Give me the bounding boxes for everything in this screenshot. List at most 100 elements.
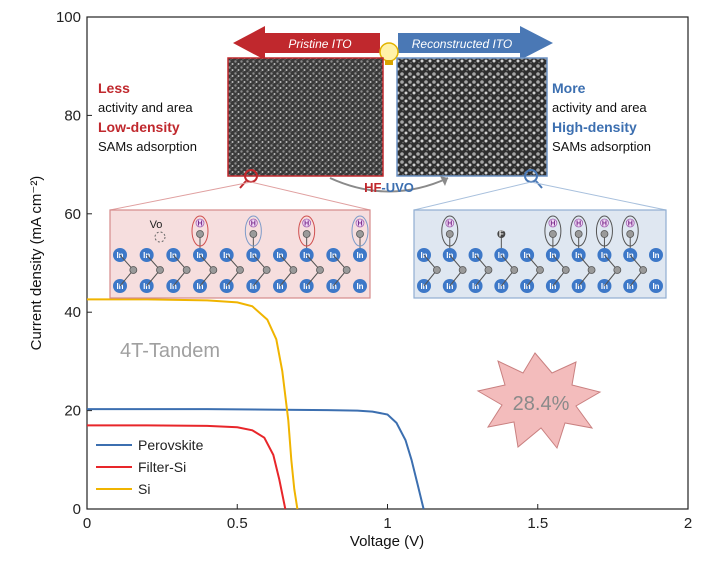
o-atom: [445, 230, 454, 238]
o-atom: [196, 230, 204, 238]
in-atom-label: In: [356, 282, 363, 291]
h-atom: [548, 218, 558, 228]
h-atom: [302, 218, 312, 228]
o-atom: [302, 230, 311, 238]
right-sams-label: SAMs adsorption: [552, 139, 651, 154]
legend-label-perovskite: Perovskite: [138, 437, 204, 453]
in-atom-label: In: [223, 282, 230, 291]
efficiency-label: 28.4%: [513, 393, 570, 415]
y-tick-label: 40: [64, 304, 81, 321]
h-atom-label: H: [197, 221, 202, 228]
o-atom: [432, 266, 441, 274]
vacancy-label: Vo: [150, 219, 163, 231]
in-atom-label: In: [472, 282, 479, 291]
o-atom: [236, 266, 244, 274]
h-atom-label: H: [550, 221, 555, 228]
x-tick-label: 0.5: [227, 515, 248, 532]
ito-inset: Pristine ITO Reconstructed ITO HF-: [98, 26, 667, 299]
o-atom: [613, 266, 622, 274]
o-atom: [249, 230, 258, 238]
o-atom: [484, 266, 493, 274]
zoom-line-right-a: [413, 181, 532, 211]
hydroxyl-ring: [544, 215, 562, 247]
hf-uvo-label: HF-UVO: [364, 180, 414, 195]
h-atom: [248, 218, 258, 228]
o-atom: [626, 230, 635, 238]
pristine-arrow: [233, 26, 380, 60]
hydroxyl-ring: [351, 215, 369, 247]
h-atom-label: H: [602, 221, 607, 228]
h-atom-label: H: [447, 221, 452, 228]
in-atom-label: In: [420, 282, 427, 291]
x-tick-label: 0: [83, 515, 91, 532]
o-atom: [316, 266, 324, 274]
o-atom: [209, 266, 218, 274]
o-atom: [510, 266, 519, 274]
x-tick-label: 2: [684, 515, 692, 532]
y-axis-title: Current density (mA cm⁻²): [28, 176, 45, 351]
o-atom: [262, 266, 271, 274]
hf-uvo-arrowhead: [440, 176, 448, 186]
right-density-label: High-density: [552, 119, 637, 135]
series-line-si: [87, 298, 299, 510]
h-atom-label: H: [628, 221, 633, 228]
h-atom-label: H: [304, 221, 309, 228]
in-atom: [649, 279, 663, 293]
f-atom-label: F: [499, 230, 504, 239]
in-atom-label: In: [524, 282, 531, 291]
h-atom-label: H: [251, 221, 256, 228]
legend: Perovskite Filter-Si Si: [96, 437, 204, 497]
in-atom-label: In: [446, 282, 453, 291]
in-atom-label: In: [116, 282, 123, 291]
in-atom-label: In: [196, 282, 203, 291]
pristine-lattice: InInInInInInInInInInInInInInInInInInInIn…: [113, 215, 369, 293]
in-atom-label: In: [276, 282, 283, 291]
in-atom-label: In: [303, 282, 310, 291]
o-atom: [129, 266, 138, 274]
in-atom-label: In: [170, 282, 177, 291]
h-atom-label: H: [576, 221, 581, 228]
left-less-label: Less: [98, 80, 130, 96]
o-atom: [156, 266, 164, 274]
x-tick-label: 1.5: [527, 515, 548, 532]
x-axis-title: Voltage (V): [350, 533, 424, 550]
o-atom: [587, 266, 596, 274]
y-tick-label: 0: [73, 501, 81, 518]
x-axis-ticks: 0 0.5 1 1.5 2: [83, 504, 692, 532]
y-tick-label: 80: [64, 107, 81, 124]
h-atom: [574, 218, 584, 228]
hydroxyl-ring: [191, 215, 209, 247]
o-atom: [548, 230, 557, 238]
series-line-filter-si: [87, 424, 287, 510]
legend-label-filter-si: Filter-Si: [138, 459, 186, 475]
sem-image-pristine: [227, 57, 384, 177]
f-atom: [497, 230, 506, 238]
in-atom-label: In: [627, 282, 634, 291]
in-atom-label: In: [143, 282, 150, 291]
h-atom-label: H: [357, 221, 362, 228]
in-atom-label: In: [652, 282, 659, 291]
o-atom: [289, 266, 298, 274]
hydroxyl-ring: [595, 215, 613, 247]
in-atom: [353, 279, 367, 293]
o-atom: [639, 266, 648, 274]
reconstructed-arrow: [398, 26, 553, 60]
hydroxyl-ring: [621, 215, 639, 247]
in-atom-label: In: [652, 251, 659, 260]
o-atom: [574, 230, 583, 238]
o-atom: [342, 266, 351, 274]
o-atom: [536, 266, 544, 274]
hydroxyl-ring: [298, 215, 316, 247]
zoom-line-right-b: [530, 181, 667, 211]
hydroxyl-ring: [244, 215, 262, 247]
in-atom-label: In: [250, 282, 257, 291]
h-atom: [625, 218, 635, 228]
h-atom: [355, 218, 365, 228]
o-atom: [458, 266, 467, 274]
right-activity-label: activity and area: [552, 100, 647, 115]
x-tick-label: 1: [383, 515, 391, 532]
y-tick-label: 20: [64, 403, 81, 420]
left-density-label: Low-density: [98, 119, 180, 135]
y-tick-label: 60: [64, 206, 81, 223]
